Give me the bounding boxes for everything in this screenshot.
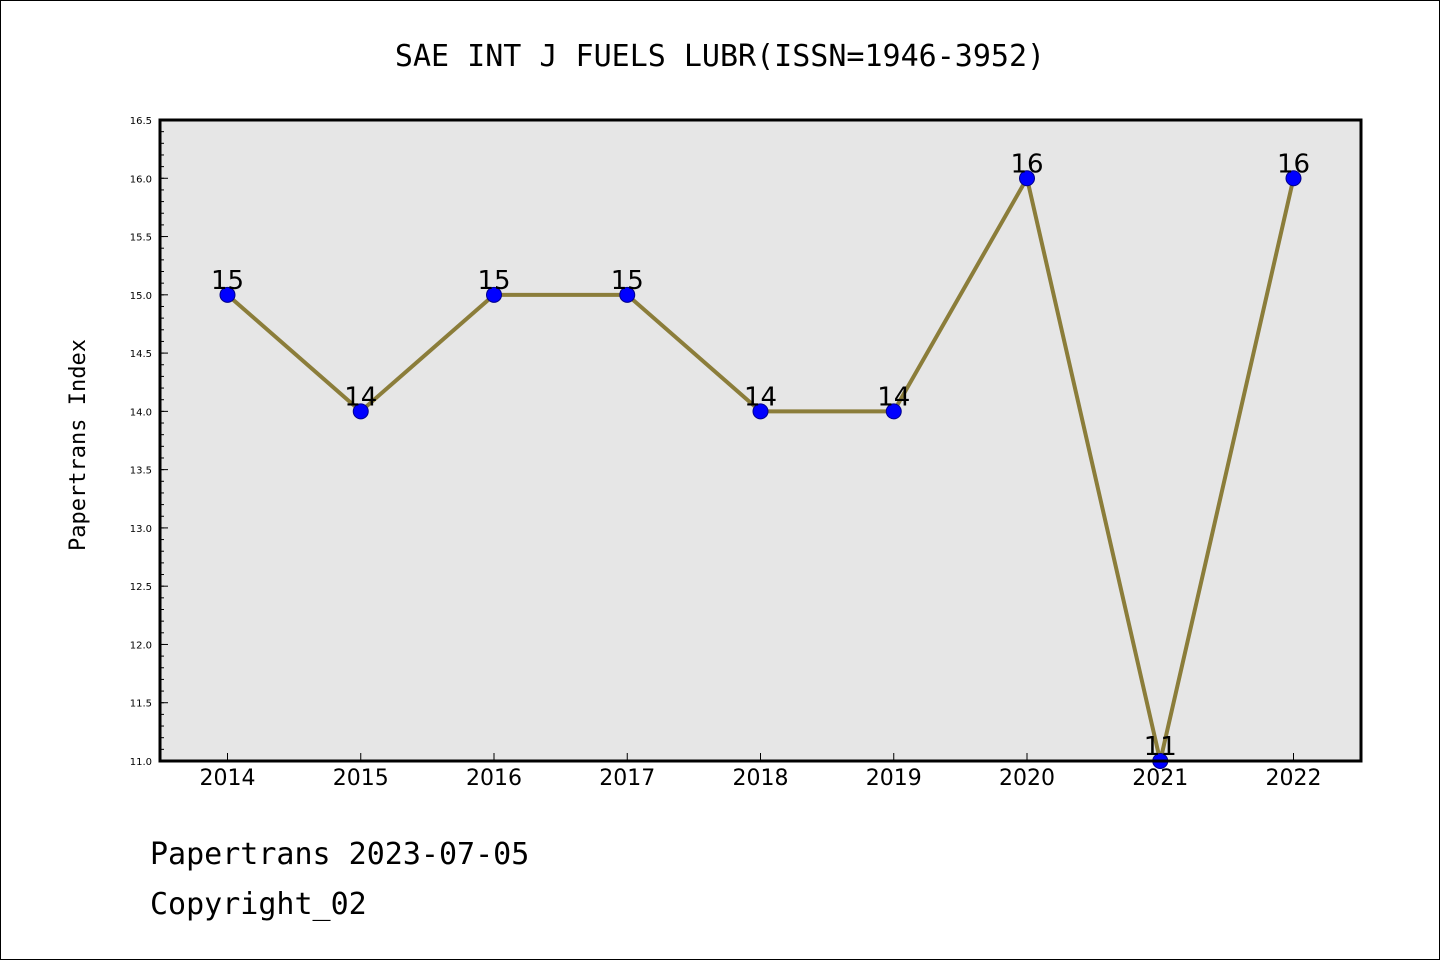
- y-tick-label: 14.5: [130, 349, 152, 360]
- y-tick-label: 12.5: [130, 582, 152, 593]
- data-point: [219, 286, 236, 303]
- data-label: 14: [877, 382, 910, 412]
- x-tick-label: 2015: [333, 766, 389, 791]
- y-tick-label: 15.5: [130, 233, 152, 244]
- y-tick-label: 16.5: [130, 116, 152, 127]
- x-tick-label: 2020: [999, 766, 1055, 791]
- y-tick-label: 12.0: [130, 640, 152, 651]
- data-point: [752, 403, 769, 420]
- data-point: [885, 403, 902, 420]
- y-tick-label: 13.5: [130, 466, 152, 477]
- y-tick-label: 16.0: [130, 174, 152, 185]
- series-layer: [219, 170, 1302, 769]
- y-tick-label: 11.0: [130, 757, 152, 768]
- data-point: [619, 286, 636, 303]
- y-tick-label: 15.0: [130, 291, 152, 302]
- data-point: [1019, 170, 1035, 187]
- data-label: 14: [744, 382, 777, 412]
- axis-ticks: 11.0 11.5 12.0 12.5 13.0 13.5 14.0 14.5 15.0 15.5…: [130, 116, 1322, 791]
- y-tick-label: 14.0: [130, 407, 152, 418]
- data-label: 16: [1010, 149, 1043, 179]
- x-tick-label: 2021: [1132, 766, 1188, 791]
- data-label: 11: [1144, 732, 1177, 762]
- data-point: [486, 286, 502, 303]
- x-tick-label: 2022: [1266, 766, 1322, 791]
- data-label: 15: [211, 266, 244, 296]
- plot-area: [160, 120, 1361, 761]
- y-tick-label: 11.5: [130, 699, 152, 710]
- plot-border: [158, 118, 1363, 763]
- chart-title: SAE INT J FUELS LUBR(ISSN=1946-3952): [395, 39, 1045, 74]
- data-label: 15: [477, 266, 510, 296]
- x-tick-label: 2014: [200, 766, 256, 791]
- y-tick-label: 13.0: [130, 524, 152, 535]
- data-point: [1285, 170, 1302, 187]
- y-axis-label: Papertrans Index: [66, 339, 91, 551]
- data-labels: 15 14 15 15 14 14 16 11 16: [211, 149, 1310, 762]
- data-point: [352, 403, 369, 420]
- data-label: 14: [344, 382, 377, 412]
- data-label: 16: [1277, 149, 1310, 179]
- footer-copyright: Copyright_02: [150, 887, 367, 922]
- x-tick-label: 2018: [733, 766, 789, 791]
- x-tick-label: 2017: [599, 766, 655, 791]
- x-tick-label: 2016: [466, 766, 522, 791]
- data-label: 15: [611, 266, 644, 296]
- footer-date: Papertrans 2023-07-05: [150, 837, 529, 872]
- x-tick-label: 2019: [866, 766, 922, 791]
